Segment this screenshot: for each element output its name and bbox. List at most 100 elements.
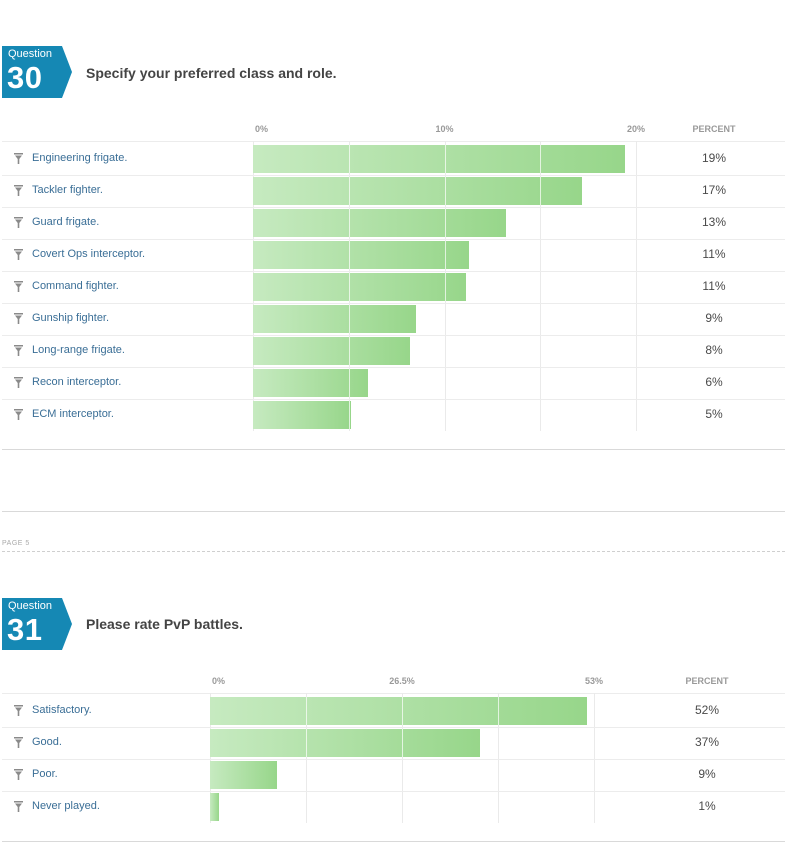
bar <box>253 305 416 333</box>
bar-gridline <box>306 697 307 725</box>
bar-chart: 0% 10% 20% PERCENT Engineering frigate. 19% Ta… <box>2 124 785 433</box>
chart-row: Recon interceptor. 6% <box>2 367 785 399</box>
question-title: Specify your preferred class and role. <box>86 65 337 81</box>
chart-row: Satisfactory. 52% <box>2 695 785 727</box>
question-badge: Question 30 <box>2 46 72 98</box>
percent-value: 9% <box>705 311 723 325</box>
filter-icon[interactable] <box>14 313 23 324</box>
percent-value: 6% <box>705 375 723 389</box>
bar <box>253 145 625 173</box>
page-divider <box>2 511 785 512</box>
row-label: Poor. <box>32 768 58 780</box>
filter-icon[interactable] <box>14 153 23 164</box>
axis-tick-label: 20% <box>626 124 646 134</box>
gridline <box>498 693 499 823</box>
row-divider <box>2 239 785 240</box>
chart-row: Command fighter. 11% <box>2 271 785 303</box>
row-divider <box>2 693 785 694</box>
gridline <box>306 693 307 823</box>
row-divider <box>2 791 785 792</box>
axis-tick-label: 53% <box>584 676 604 686</box>
question-number: 31 <box>7 612 43 647</box>
bar <box>210 697 587 725</box>
row-divider <box>2 335 785 336</box>
row-label: Long-range frigate. <box>32 344 125 356</box>
filter-icon[interactable] <box>14 801 23 812</box>
percent-value: 13% <box>701 215 727 229</box>
percent-column-header: PERCENT <box>692 124 736 134</box>
row-divider <box>2 823 785 824</box>
bar-gridline <box>348 401 350 429</box>
row-divider <box>2 303 785 304</box>
section-divider <box>2 449 785 450</box>
filter-icon[interactable] <box>14 409 23 420</box>
percent-value: 9% <box>698 767 716 781</box>
filter-icon[interactable] <box>14 345 23 356</box>
row-divider <box>2 175 785 176</box>
chart-row: Gunship fighter. 9% <box>2 303 785 335</box>
bar <box>210 793 220 821</box>
bar-gridline <box>444 177 446 205</box>
filter-icon[interactable] <box>14 769 23 780</box>
bar <box>253 337 411 365</box>
percent-value: 5% <box>705 407 723 421</box>
bar-gridline <box>540 177 542 205</box>
bar-gridline <box>348 273 350 301</box>
percent-value: 52% <box>694 703 720 717</box>
row-label: Engineering frigate. <box>32 152 128 164</box>
bar-gridline <box>402 697 403 725</box>
row-divider <box>2 727 785 728</box>
question-label: Question <box>8 600 53 612</box>
row-divider <box>2 431 785 432</box>
chart-row: Long-range frigate. 8% <box>2 335 785 367</box>
chart-row: Covert Ops interceptor. 11% <box>2 239 785 271</box>
percent-value: 11% <box>702 279 726 293</box>
chart-row: Guard frigate. 13% <box>2 207 785 239</box>
row-label: ECM interceptor. <box>32 408 114 420</box>
percent-value: 8% <box>705 343 723 357</box>
filter-icon[interactable] <box>14 377 23 388</box>
bar <box>253 401 351 429</box>
bar-gridline <box>306 729 307 757</box>
filter-icon[interactable] <box>14 705 23 716</box>
gridline <box>540 141 542 431</box>
bar-gridline <box>444 241 446 269</box>
row-divider <box>2 399 785 400</box>
row-label: Recon interceptor. <box>32 376 122 388</box>
row-label: Good. <box>32 736 62 748</box>
bar-gridline <box>348 369 350 397</box>
bar-gridline <box>540 145 542 173</box>
filter-icon[interactable] <box>14 737 23 748</box>
gridline <box>594 693 595 823</box>
bar <box>253 273 466 301</box>
gridline <box>636 141 637 431</box>
bar-gridline <box>348 145 350 173</box>
filter-icon[interactable] <box>14 217 23 228</box>
filter-icon[interactable] <box>14 185 23 196</box>
bar <box>253 369 368 397</box>
bar-gridline <box>348 177 350 205</box>
bar <box>253 241 470 269</box>
gridline <box>210 693 211 823</box>
bar-gridline <box>348 337 350 365</box>
filter-icon[interactable] <box>14 281 23 292</box>
row-label: Covert Ops interceptor. <box>32 248 146 260</box>
bar-gridline <box>348 305 350 333</box>
bar-gridline <box>444 209 446 237</box>
bar <box>253 177 583 205</box>
chart-row: ECM interceptor. 5% <box>2 399 785 431</box>
bar-gridline <box>348 241 350 269</box>
row-label: Tackler fighter. <box>32 184 103 196</box>
filter-icon[interactable] <box>14 249 23 260</box>
question-number: 30 <box>7 60 43 95</box>
percent-value: 17% <box>701 183 727 197</box>
bar <box>210 761 278 789</box>
axis-tick-label: 26.5% <box>389 676 415 686</box>
row-label: Satisfactory. <box>32 704 92 716</box>
question-label: Question <box>8 48 53 60</box>
bar-gridline <box>444 273 446 301</box>
row-label: Gunship fighter. <box>32 312 110 324</box>
bar <box>210 729 480 757</box>
chart-row: Engineering frigate. 19% <box>2 143 785 175</box>
bar-gridline <box>348 209 350 237</box>
